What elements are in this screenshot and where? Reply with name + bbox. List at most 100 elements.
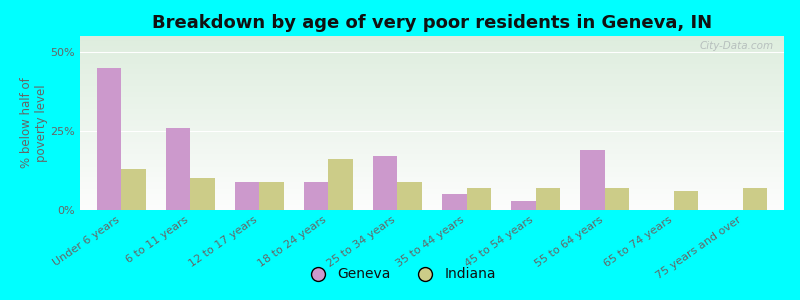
Bar bbox=[80, 53, 784, 55]
Bar bbox=[80, 60, 784, 62]
Bar bbox=[80, 62, 784, 64]
Bar bbox=[80, 200, 784, 201]
Bar bbox=[80, 93, 784, 95]
Bar bbox=[80, 99, 784, 100]
Bar bbox=[80, 83, 784, 85]
Bar bbox=[166, 128, 190, 210]
Bar bbox=[80, 147, 784, 149]
Bar bbox=[80, 86, 784, 88]
Bar bbox=[80, 175, 784, 177]
Bar bbox=[466, 188, 490, 210]
Bar bbox=[80, 67, 784, 69]
Bar bbox=[80, 92, 784, 93]
Bar bbox=[190, 178, 214, 210]
Bar bbox=[80, 153, 784, 154]
Bar bbox=[80, 130, 784, 132]
Bar bbox=[80, 106, 784, 107]
Bar bbox=[80, 73, 784, 74]
Bar bbox=[80, 104, 784, 106]
Bar bbox=[80, 71, 784, 73]
Bar bbox=[80, 64, 784, 66]
Bar bbox=[80, 156, 784, 158]
Bar bbox=[80, 111, 784, 112]
Bar bbox=[80, 132, 784, 134]
Bar bbox=[674, 191, 698, 210]
Bar bbox=[80, 45, 784, 46]
Bar bbox=[80, 52, 784, 53]
Bar bbox=[304, 182, 329, 210]
Bar bbox=[80, 97, 784, 99]
Bar bbox=[80, 88, 784, 90]
Bar bbox=[80, 186, 784, 188]
Bar bbox=[80, 163, 784, 165]
Bar bbox=[80, 123, 784, 125]
Bar bbox=[80, 188, 784, 189]
Bar bbox=[80, 100, 784, 102]
Bar bbox=[80, 170, 784, 172]
Text: City-Data.com: City-Data.com bbox=[699, 41, 774, 51]
Bar bbox=[80, 205, 784, 206]
Title: Breakdown by age of very poor residents in Geneva, IN: Breakdown by age of very poor residents … bbox=[152, 14, 712, 32]
Bar bbox=[80, 102, 784, 104]
Bar bbox=[80, 146, 784, 147]
Bar bbox=[80, 140, 784, 142]
Bar bbox=[80, 128, 784, 130]
Bar bbox=[80, 78, 784, 80]
Bar bbox=[80, 196, 784, 198]
Bar bbox=[80, 38, 784, 40]
Bar bbox=[80, 80, 784, 81]
Bar bbox=[80, 191, 784, 193]
Bar bbox=[80, 112, 784, 114]
Bar bbox=[80, 76, 784, 78]
Bar bbox=[80, 193, 784, 194]
Bar bbox=[80, 201, 784, 203]
Bar bbox=[80, 144, 784, 146]
Bar bbox=[80, 36, 784, 38]
Bar bbox=[80, 69, 784, 71]
Bar bbox=[80, 167, 784, 168]
Bar bbox=[80, 180, 784, 182]
Bar bbox=[80, 177, 784, 179]
Bar bbox=[80, 127, 784, 128]
Bar bbox=[80, 121, 784, 123]
Bar bbox=[80, 206, 784, 208]
Bar bbox=[80, 160, 784, 161]
Bar bbox=[80, 134, 784, 135]
Bar bbox=[80, 57, 784, 58]
Bar bbox=[511, 200, 535, 210]
Bar bbox=[80, 125, 784, 127]
Bar bbox=[80, 173, 784, 175]
Bar bbox=[98, 68, 122, 210]
Bar bbox=[80, 135, 784, 137]
Bar bbox=[80, 46, 784, 48]
Bar bbox=[80, 158, 784, 160]
Bar bbox=[259, 182, 284, 210]
Bar bbox=[80, 179, 784, 180]
Bar bbox=[80, 109, 784, 111]
Bar bbox=[80, 48, 784, 50]
Bar bbox=[80, 172, 784, 173]
Bar bbox=[80, 184, 784, 186]
Bar bbox=[742, 188, 766, 210]
Bar bbox=[80, 119, 784, 121]
Bar bbox=[235, 182, 259, 210]
Bar bbox=[80, 74, 784, 76]
Bar bbox=[80, 142, 784, 144]
Y-axis label: % below half of
poverty level: % below half of poverty level bbox=[20, 78, 48, 168]
Bar bbox=[80, 161, 784, 163]
Bar bbox=[80, 165, 784, 167]
Bar bbox=[398, 182, 422, 210]
Bar bbox=[580, 150, 605, 210]
Bar bbox=[80, 90, 784, 92]
Bar bbox=[374, 156, 398, 210]
Bar bbox=[80, 40, 784, 41]
Bar bbox=[122, 169, 146, 210]
Bar bbox=[80, 168, 784, 170]
Bar bbox=[80, 116, 784, 118]
Legend: Geneva, Indiana: Geneva, Indiana bbox=[298, 262, 502, 287]
Bar bbox=[80, 95, 784, 97]
Bar bbox=[80, 151, 784, 153]
Bar bbox=[80, 50, 784, 52]
Bar bbox=[535, 188, 560, 210]
Bar bbox=[80, 208, 784, 210]
